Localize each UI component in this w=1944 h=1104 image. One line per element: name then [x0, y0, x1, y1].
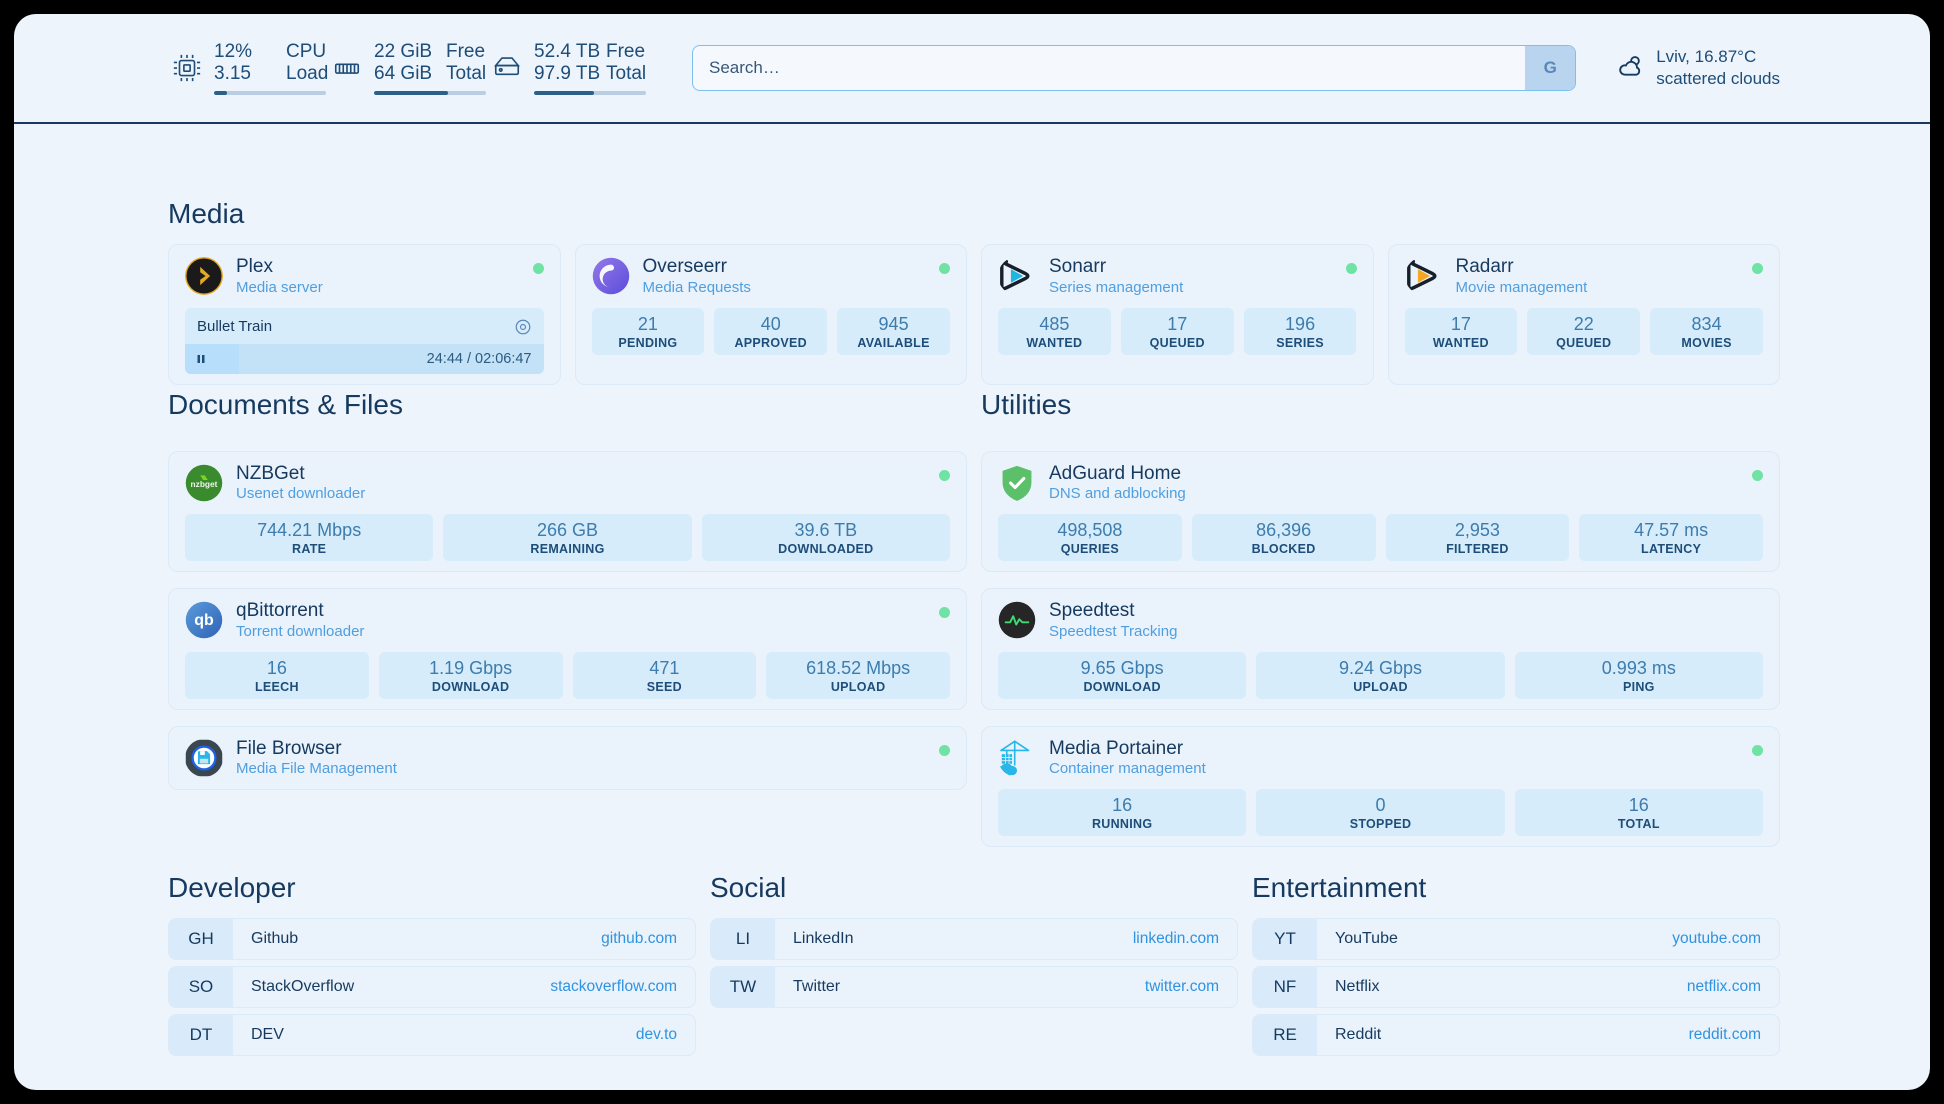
- svg-text:nzbget: nzbget: [191, 479, 218, 489]
- svg-text:qb: qb: [194, 612, 214, 629]
